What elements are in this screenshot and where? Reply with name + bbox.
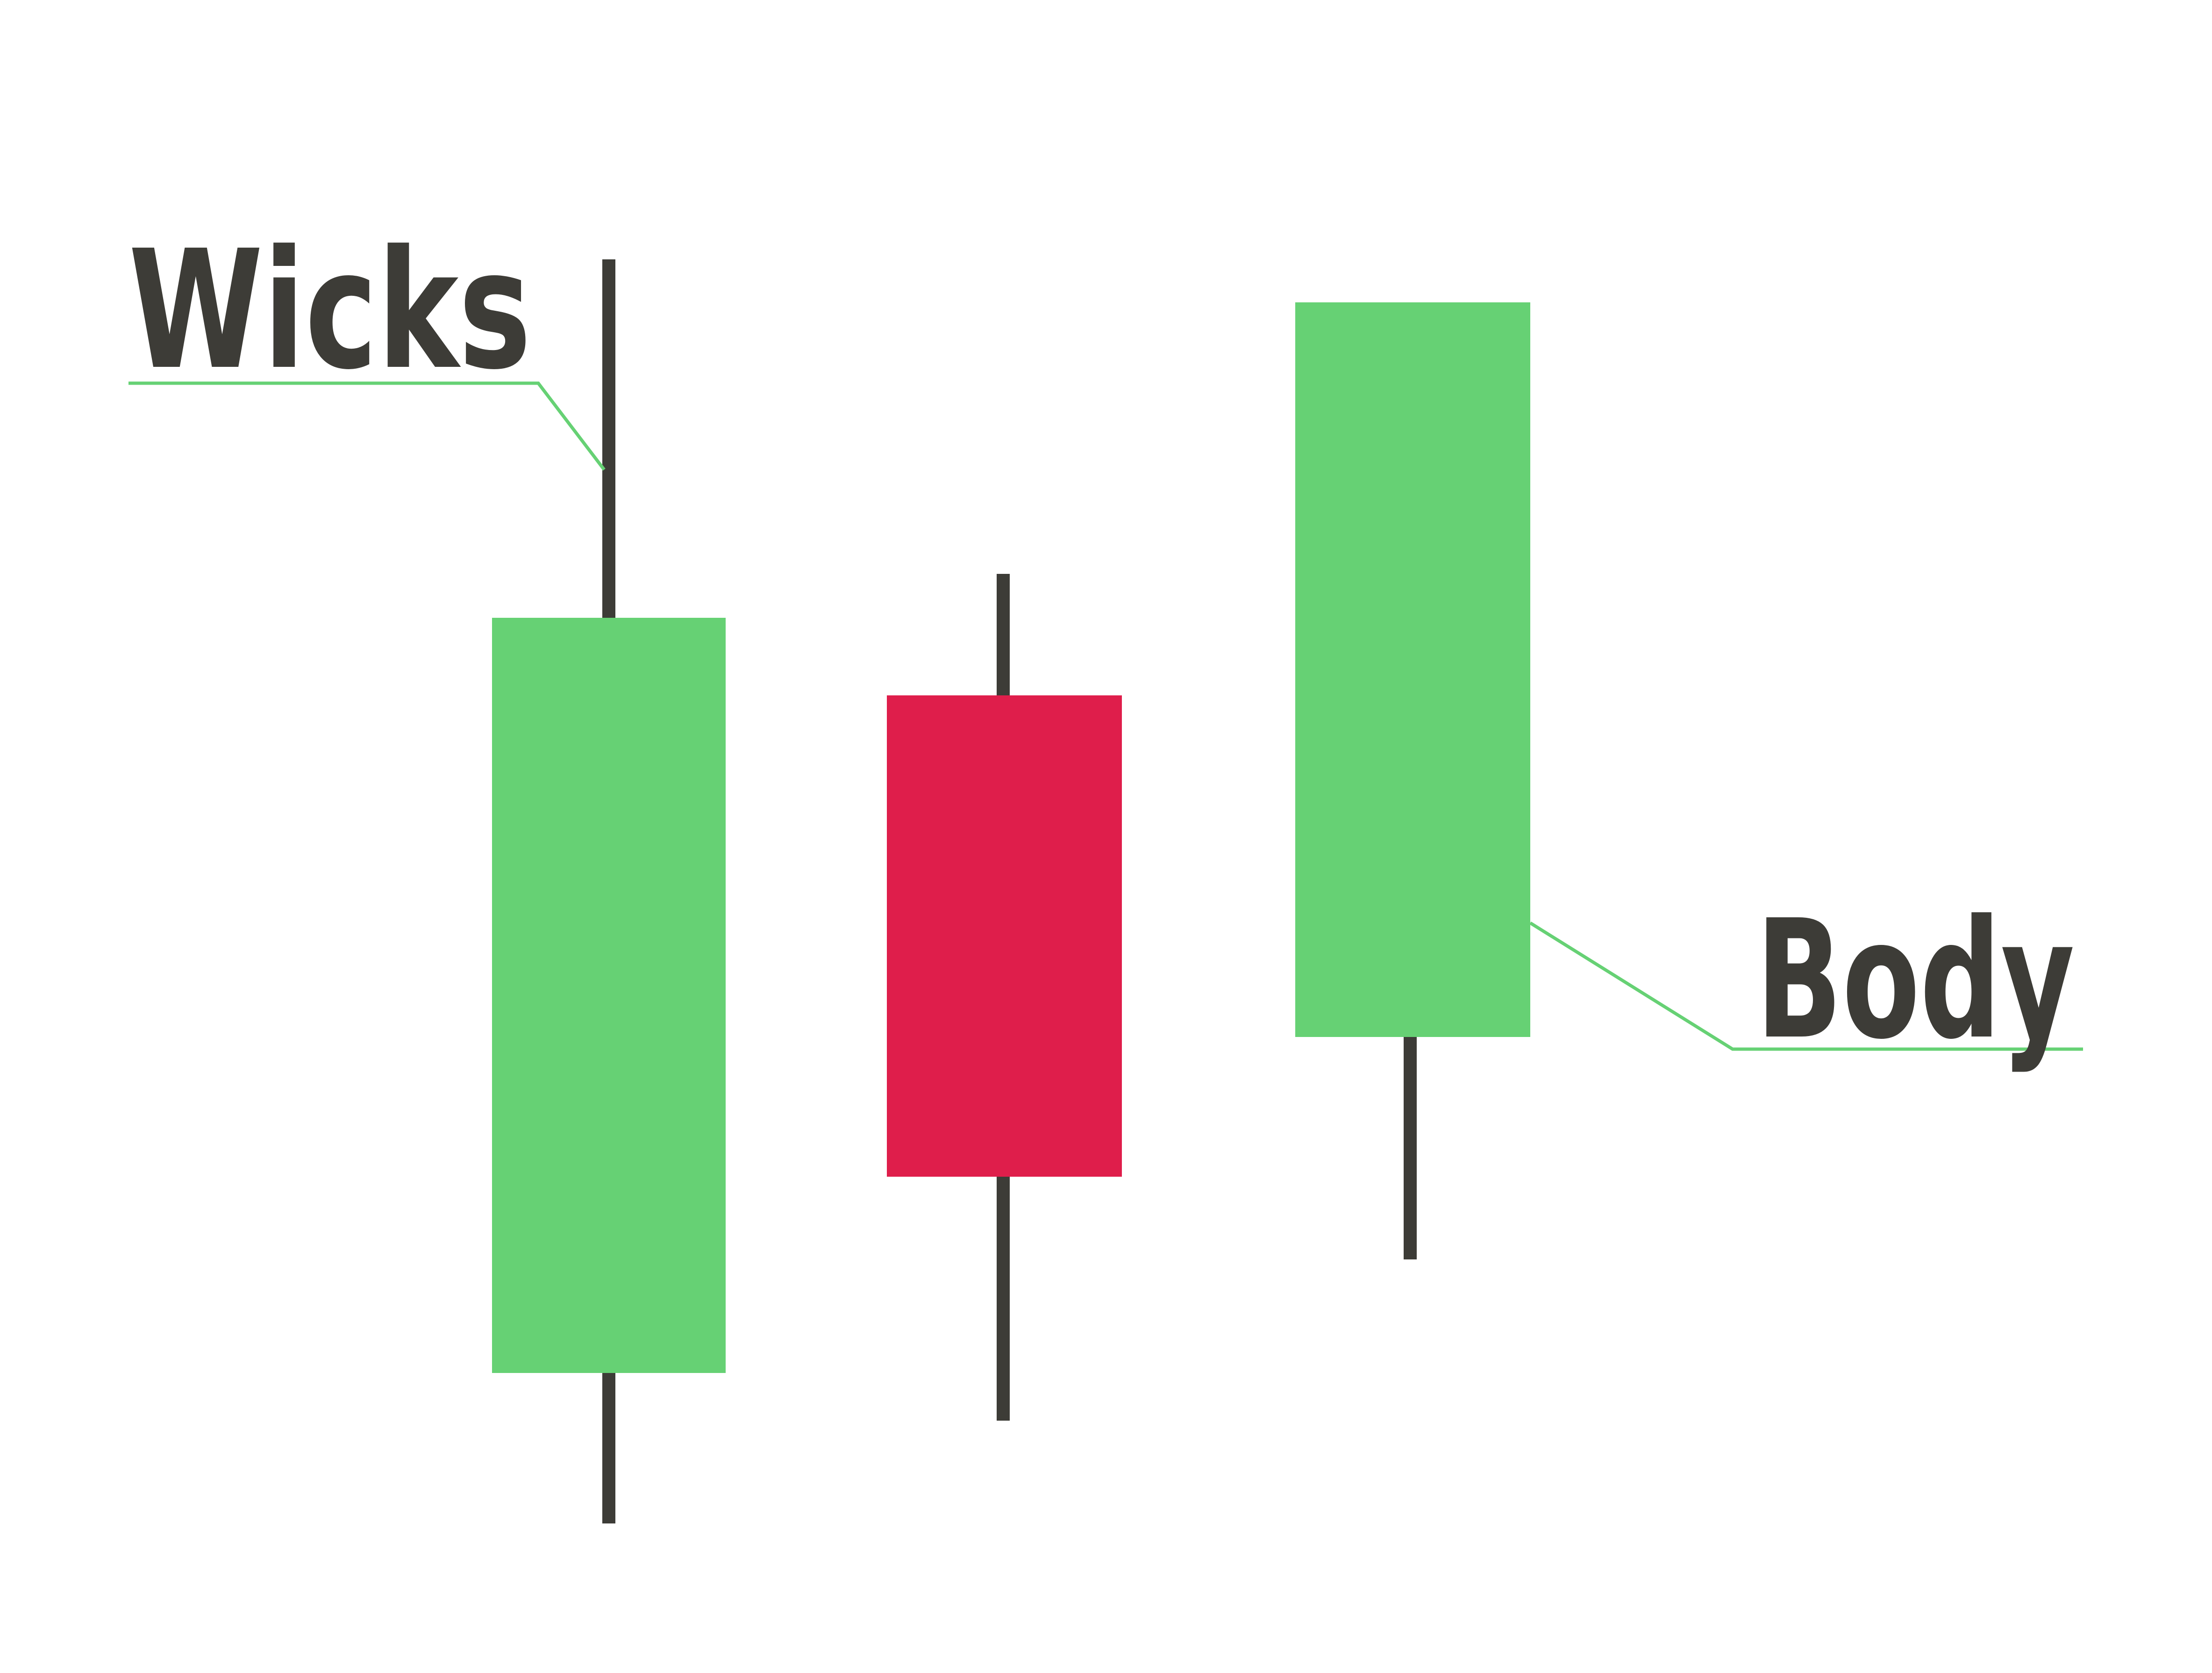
candle-1-body bbox=[492, 618, 726, 1373]
body-callout-line bbox=[1529, 922, 2083, 1051]
wicks-label: Wicks bbox=[128, 215, 531, 406]
candle-1-lower-wick bbox=[602, 1372, 615, 1523]
candle-2-upper-wick bbox=[997, 574, 1010, 698]
wicks-callout: Wicks bbox=[128, 215, 606, 471]
candle-2-body bbox=[887, 695, 1122, 1177]
candle-3 bbox=[1295, 302, 1530, 1259]
body-label: Body bbox=[1756, 885, 2075, 1075]
candle-1-upper-wick bbox=[602, 259, 615, 619]
candle-3-lower-wick bbox=[1404, 1035, 1417, 1259]
candle-2-lower-wick bbox=[997, 1175, 1010, 1421]
wicks-callout-line bbox=[128, 381, 606, 471]
candle-1 bbox=[492, 259, 726, 1523]
candle-2 bbox=[887, 574, 1122, 1421]
body-callout: Body bbox=[1529, 885, 2083, 1075]
candle-3-body bbox=[1295, 302, 1530, 1037]
